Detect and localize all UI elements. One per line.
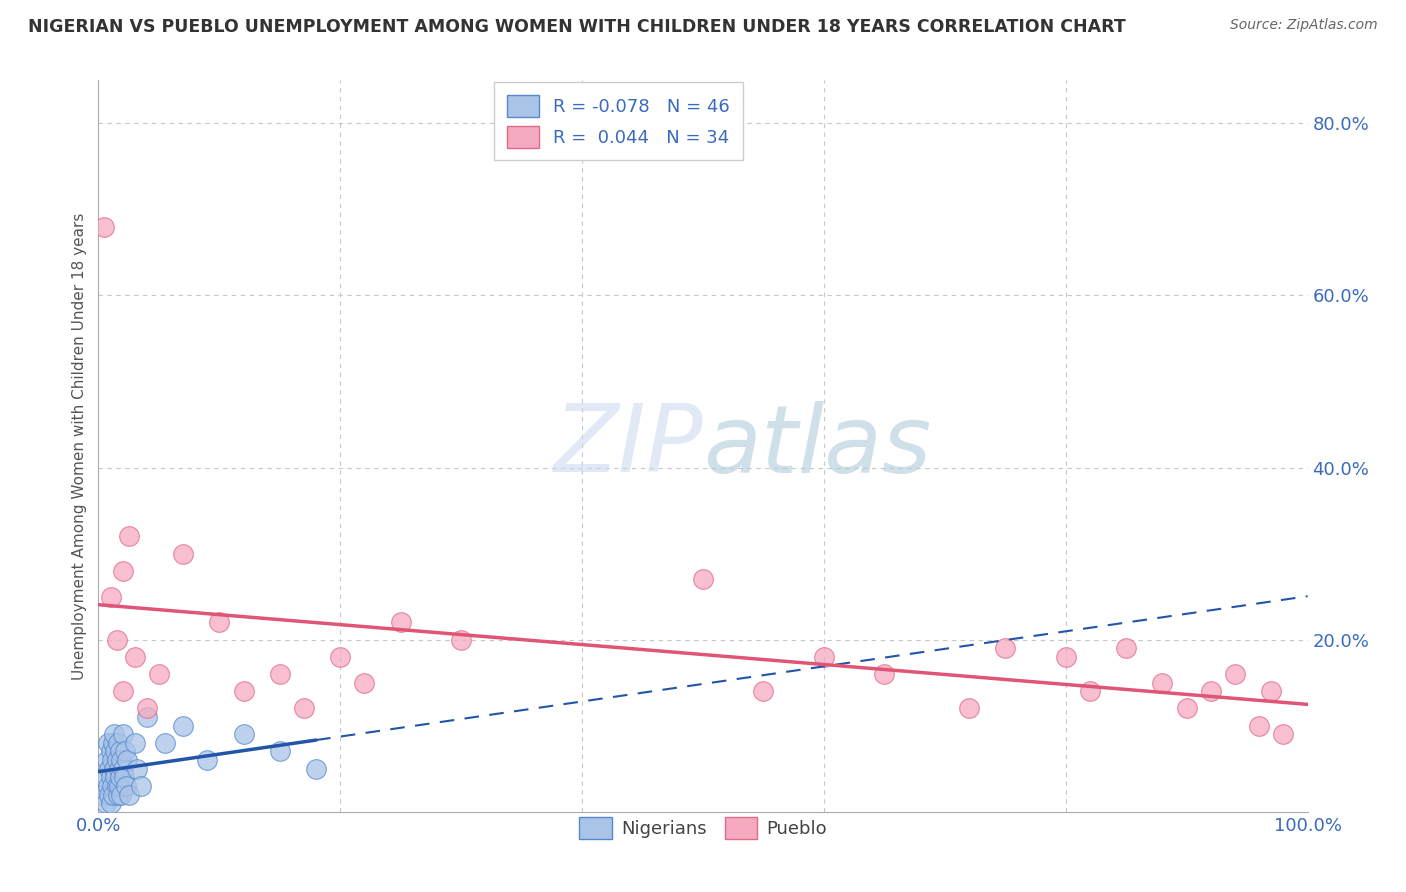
Point bbox=[100, 796, 122, 810]
Point bbox=[108, 762, 131, 776]
Point bbox=[97, 736, 120, 750]
Point bbox=[1223, 667, 1246, 681]
Point bbox=[111, 727, 134, 741]
Point bbox=[1054, 649, 1077, 664]
Point bbox=[100, 744, 122, 758]
Point bbox=[127, 762, 149, 776]
Point bbox=[111, 762, 134, 776]
Point bbox=[1078, 684, 1101, 698]
Text: NIGERIAN VS PUEBLO UNEMPLOYMENT AMONG WOMEN WITH CHILDREN UNDER 18 YEARS CORRELA: NIGERIAN VS PUEBLO UNEMPLOYMENT AMONG WO… bbox=[28, 18, 1126, 36]
Point bbox=[957, 701, 980, 715]
Point bbox=[91, 788, 114, 802]
Point bbox=[232, 684, 254, 698]
Point bbox=[105, 779, 128, 793]
Point bbox=[100, 770, 122, 784]
Point bbox=[111, 684, 134, 698]
Point bbox=[100, 779, 122, 793]
Point bbox=[1249, 719, 1271, 733]
Point bbox=[108, 744, 131, 758]
Point bbox=[101, 788, 124, 802]
Legend: Nigerians, Pueblo: Nigerians, Pueblo bbox=[572, 810, 834, 847]
Point bbox=[232, 727, 254, 741]
Point bbox=[153, 736, 176, 750]
Point bbox=[115, 779, 138, 793]
Point bbox=[98, 762, 121, 776]
Point bbox=[93, 219, 115, 234]
Point bbox=[813, 649, 835, 664]
Point bbox=[1175, 701, 1198, 715]
Point bbox=[111, 564, 134, 578]
Text: atlas: atlas bbox=[703, 401, 931, 491]
Point bbox=[692, 573, 714, 587]
Point bbox=[389, 615, 412, 630]
Point bbox=[353, 675, 375, 690]
Point bbox=[94, 796, 117, 810]
Y-axis label: Unemployment Among Women with Children Under 18 years: Unemployment Among Women with Children U… bbox=[72, 212, 87, 680]
Point bbox=[135, 710, 157, 724]
Point bbox=[101, 736, 124, 750]
Point bbox=[450, 632, 472, 647]
Point bbox=[100, 753, 122, 767]
Point bbox=[292, 701, 315, 715]
Point bbox=[1260, 684, 1282, 698]
Point bbox=[108, 770, 131, 784]
Point bbox=[873, 667, 896, 681]
Point bbox=[97, 779, 120, 793]
Point bbox=[124, 649, 146, 664]
Point bbox=[329, 649, 352, 664]
Point bbox=[208, 615, 231, 630]
Point bbox=[118, 788, 141, 802]
Point bbox=[172, 719, 194, 733]
Point bbox=[172, 547, 194, 561]
Text: Source: ZipAtlas.com: Source: ZipAtlas.com bbox=[1230, 18, 1378, 32]
Point bbox=[135, 701, 157, 715]
Point bbox=[112, 770, 135, 784]
Point bbox=[96, 753, 118, 767]
Point bbox=[107, 788, 129, 802]
Point bbox=[98, 788, 121, 802]
Point bbox=[195, 753, 218, 767]
Point bbox=[104, 744, 127, 758]
Point bbox=[105, 632, 128, 647]
Point bbox=[104, 770, 127, 784]
Point bbox=[1272, 727, 1295, 741]
Point bbox=[129, 779, 152, 793]
Point bbox=[269, 744, 291, 758]
Point bbox=[118, 529, 141, 543]
Point bbox=[110, 788, 132, 802]
Point bbox=[994, 641, 1017, 656]
Point bbox=[305, 762, 328, 776]
Point bbox=[114, 744, 136, 758]
Point bbox=[269, 667, 291, 681]
Point bbox=[752, 684, 775, 698]
Text: ZIP: ZIP bbox=[554, 401, 703, 491]
Point bbox=[1199, 684, 1222, 698]
Point bbox=[100, 590, 122, 604]
Point bbox=[105, 753, 128, 767]
Point bbox=[1152, 675, 1174, 690]
Point bbox=[103, 727, 125, 741]
Point bbox=[107, 736, 129, 750]
Point bbox=[124, 736, 146, 750]
Point bbox=[103, 762, 125, 776]
Point bbox=[93, 770, 115, 784]
Point bbox=[117, 753, 139, 767]
Point bbox=[110, 753, 132, 767]
Point bbox=[108, 779, 131, 793]
Point bbox=[148, 667, 170, 681]
Point bbox=[1115, 641, 1137, 656]
